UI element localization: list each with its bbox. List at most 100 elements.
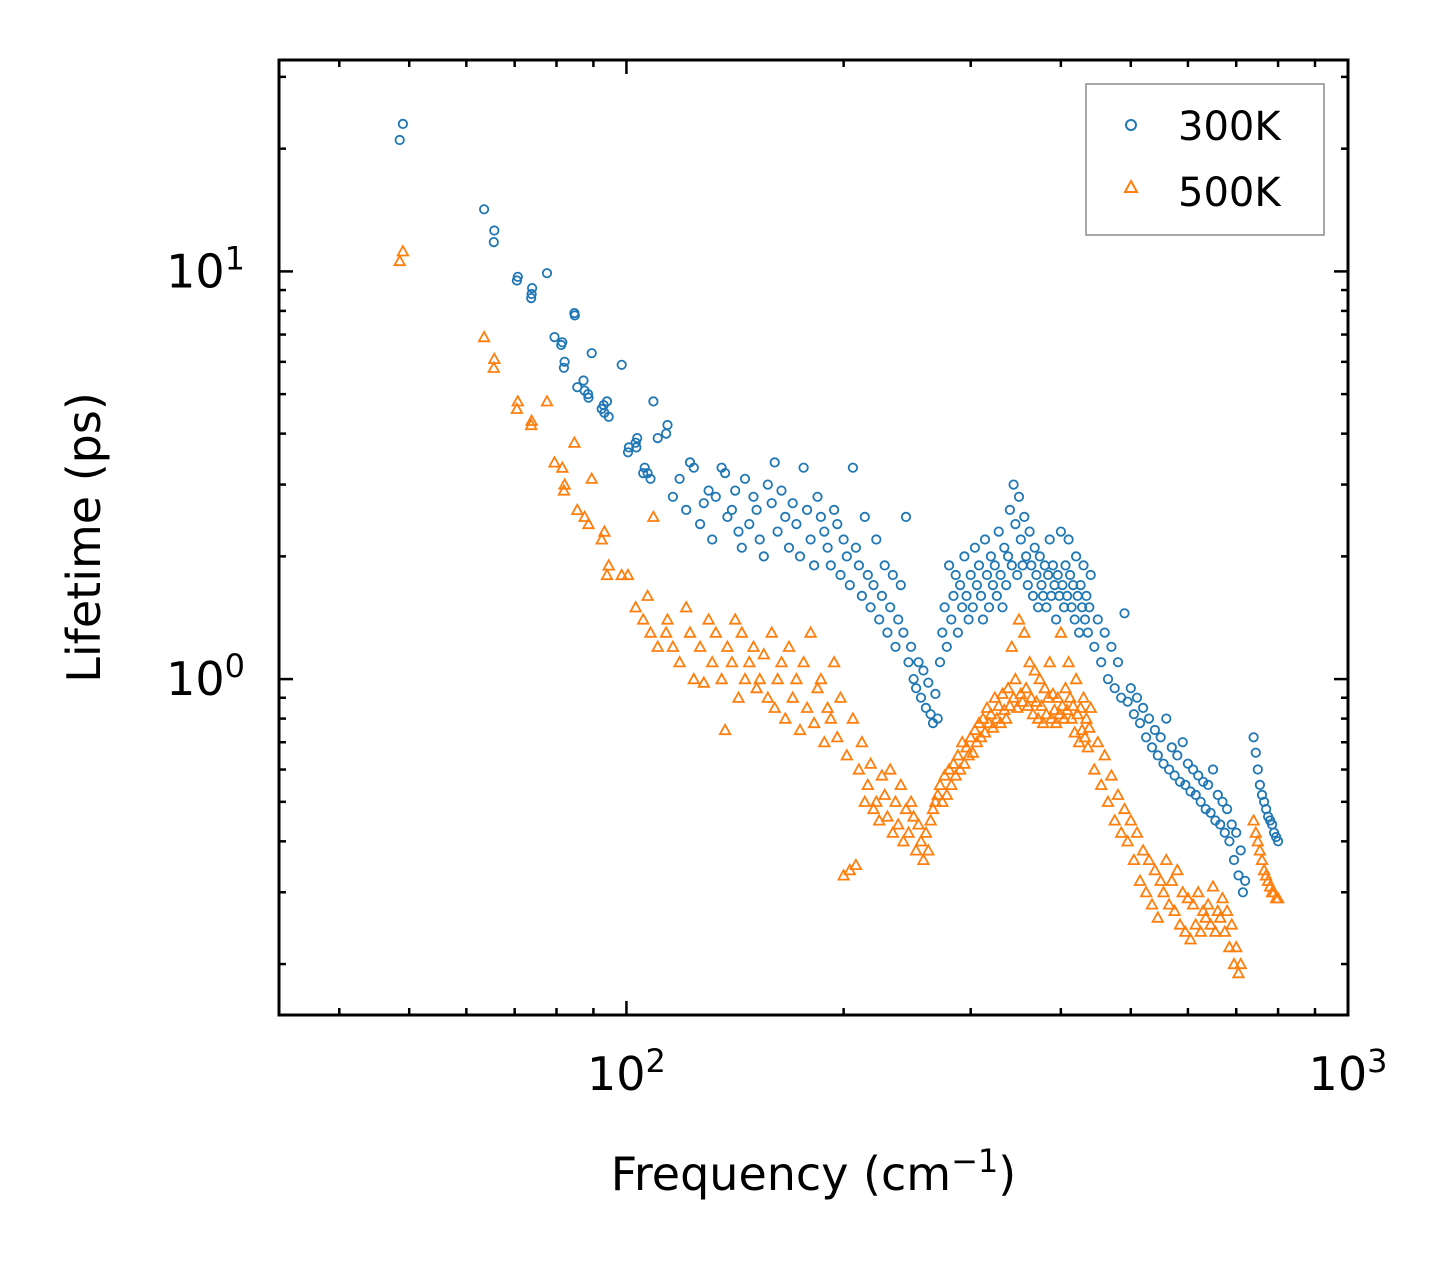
point-300K (828, 504, 840, 515)
point-500K (646, 509, 661, 522)
point-500K (1173, 917, 1187, 930)
point-500K (1027, 663, 1042, 676)
point-500K (570, 502, 585, 515)
point-300K (844, 579, 855, 591)
point-300K (815, 511, 827, 523)
point-300K (772, 526, 783, 537)
point-500K (1227, 957, 1241, 970)
point-500K (946, 756, 961, 769)
point-500K (1133, 873, 1147, 886)
point-300K (1195, 796, 1206, 807)
point-300K (1099, 627, 1110, 638)
point-300K (1069, 614, 1080, 625)
point-500K (1087, 762, 1102, 775)
point-500K (1017, 625, 1032, 638)
point-500K (1186, 897, 1200, 910)
point-500K (991, 698, 1006, 711)
point-300K (812, 491, 823, 502)
point-300K (394, 134, 405, 146)
point-500K (1224, 917, 1239, 930)
point-300K (1158, 758, 1169, 769)
point-300K (1106, 641, 1117, 652)
point-300K (1031, 569, 1042, 581)
point-500K (1222, 940, 1237, 953)
point-500K (935, 794, 950, 807)
point-300K (1002, 551, 1014, 562)
point-300K (1013, 491, 1025, 502)
point-500K (1139, 885, 1153, 898)
point-300K (1065, 569, 1076, 581)
point-500K (396, 244, 410, 257)
point-300K (1207, 764, 1219, 775)
legend-marker-500k (1123, 178, 1139, 193)
point-300K (1134, 717, 1146, 729)
point-500K (701, 612, 716, 625)
point-300K (1109, 683, 1120, 694)
point-500K (827, 655, 841, 668)
point-500K (697, 675, 711, 688)
point-500K (511, 394, 525, 407)
point-300K (1015, 534, 1026, 545)
point-500K (1024, 690, 1039, 703)
point-300K (930, 688, 941, 700)
point-500K (679, 600, 693, 613)
point-300K (1250, 747, 1261, 758)
point-500K (581, 517, 596, 530)
point-300K (987, 579, 999, 591)
point-500K (1153, 873, 1168, 886)
point-300K (963, 614, 974, 625)
point-500K (1061, 655, 1076, 668)
point-300K (967, 602, 978, 613)
point-500K (921, 843, 936, 856)
point-300K (758, 551, 769, 562)
point-300K (632, 432, 643, 444)
point-500K (1055, 698, 1070, 711)
point-500K (1233, 957, 1248, 970)
point-300K (890, 641, 901, 652)
point-500K (883, 762, 897, 775)
point-500K (764, 625, 779, 638)
point-300K (1248, 732, 1259, 743)
point-300K (825, 560, 836, 571)
point-300K (578, 375, 589, 386)
point-300K (999, 542, 1010, 553)
point-500K (693, 639, 707, 652)
point-500K (961, 748, 976, 761)
point-500K (906, 809, 921, 822)
point-300K (856, 590, 868, 602)
point-500K (1162, 897, 1176, 910)
legend: 300K 500K (1085, 83, 1325, 236)
point-300K (1125, 683, 1136, 694)
point-500K (392, 254, 407, 267)
point-300K (882, 627, 893, 638)
point-500K (1073, 700, 1088, 713)
point-500K (830, 730, 845, 743)
point-300K (397, 118, 408, 130)
point-500K (846, 711, 860, 724)
point-300K (925, 709, 936, 720)
point-300K (898, 627, 909, 638)
point-300K (838, 534, 849, 545)
x-axis-label: Frequency (cm−1) (611, 1142, 1016, 1201)
point-300K (631, 442, 642, 453)
point-500K (778, 711, 793, 724)
point-300K (1084, 602, 1095, 613)
point-300K (526, 292, 537, 304)
point-300K (1164, 764, 1175, 775)
point-500K (1251, 834, 1265, 847)
point-300K (707, 534, 718, 545)
point-300K (1034, 551, 1045, 562)
point-500K (524, 413, 539, 426)
x-tick-label: 103 (1309, 1042, 1388, 1101)
point-300K (1019, 511, 1030, 523)
point-500K (749, 681, 764, 694)
point-300K (973, 560, 985, 571)
point-500K (916, 852, 931, 865)
point-300K (1256, 789, 1268, 801)
point-300K (1026, 560, 1037, 571)
point-300K (1149, 724, 1161, 736)
point-500K (1170, 863, 1185, 876)
point-300K (766, 498, 777, 509)
point-300K (937, 627, 948, 638)
point-300K (662, 419, 673, 431)
